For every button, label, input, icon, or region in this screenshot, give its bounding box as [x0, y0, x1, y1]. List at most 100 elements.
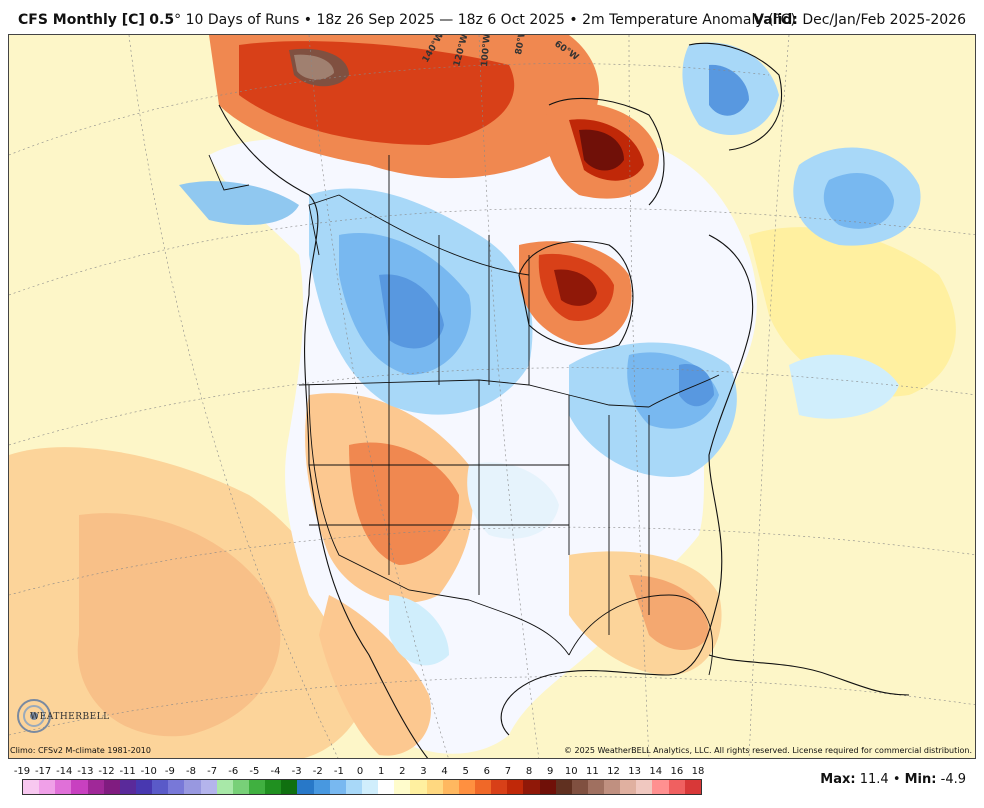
- legend-label: 14: [649, 766, 663, 777]
- legend-swatch: [119, 780, 136, 794]
- hudson-bay-extreme: [554, 269, 597, 306]
- legend-swatch: [281, 780, 298, 794]
- legend-swatch: [442, 780, 459, 794]
- legend-swatch: [103, 780, 120, 794]
- west-canada-strong-cold: [379, 274, 444, 349]
- legend-swatch: [71, 780, 88, 794]
- legend-swatch: [297, 780, 314, 794]
- resolution: 0.5: [149, 12, 175, 28]
- legend-swatch: [491, 780, 508, 794]
- alaska-southcoast-cold: [179, 181, 299, 225]
- min-value: -4.9: [940, 772, 966, 787]
- map-title: CFS Monthly [C] 0.5° 10 Days of Runs • 1…: [18, 12, 796, 28]
- minmax-separator: •: [892, 772, 901, 787]
- max-label: Max:: [820, 772, 856, 787]
- graticule: [9, 35, 975, 758]
- legend-label: 2: [399, 766, 406, 777]
- anomaly-map: 140°W 120°W 100°W 80°W 60°W: [8, 34, 976, 759]
- legend-swatch: [184, 780, 201, 794]
- legend-swatch: [55, 780, 72, 794]
- legend-swatch: [620, 780, 637, 794]
- legend-swatch: [668, 780, 685, 794]
- lon-label-100w: 100°W: [480, 35, 493, 67]
- legend-swatch: [539, 780, 556, 794]
- legend-swatch: [168, 780, 185, 794]
- valid-period: Valid: Dec/Jan/Feb 2025-2026: [753, 12, 966, 28]
- legend-label: -7: [207, 766, 218, 777]
- legend-swatch: [361, 780, 379, 794]
- legend-swatch: [232, 780, 249, 794]
- legend-swatch: [87, 780, 104, 794]
- min-max-readout: Max: 11.4 • Min: -4.9: [820, 772, 966, 787]
- boundaries: [208, 154, 720, 676]
- coastlines: [218, 42, 910, 758]
- legend-label: 6: [483, 766, 490, 777]
- legend-label: -1: [333, 766, 344, 777]
- legend-label: 1: [377, 766, 385, 777]
- valid-value: Dec/Jan/Feb 2025-2026: [802, 12, 966, 28]
- legend-label: 11: [586, 766, 599, 777]
- legend-swatch: [329, 780, 346, 794]
- run-description: 10 Days of Runs • 18z 26 Sep 2025 — 18z …: [185, 12, 796, 28]
- min-label: Min:: [904, 772, 937, 787]
- legend-label: -5: [249, 766, 260, 777]
- legend-label: -9: [164, 766, 175, 777]
- max-value: 11.4: [859, 772, 889, 787]
- legend-label: 7: [504, 766, 512, 777]
- legend-swatch: [394, 780, 411, 794]
- legend-label: 12: [607, 766, 620, 777]
- legend-label: 0: [356, 766, 364, 777]
- legend-swatch: [135, 780, 153, 794]
- mexico-warm: [319, 595, 431, 756]
- west-us-warm-core: [349, 442, 459, 565]
- legend-label: 9: [546, 766, 554, 777]
- legend-label: 3: [420, 766, 427, 777]
- logo-text: WEATHERBELL: [30, 712, 110, 722]
- weatherbell-logo: [17, 699, 51, 733]
- legend-swatch: [604, 780, 621, 794]
- legend-label: 4: [441, 766, 448, 777]
- copyright-note: © 2025 WeatherBELL Analytics, LLC. All r…: [564, 746, 972, 755]
- legend-swatch: [152, 780, 169, 794]
- legend-swatch: [200, 780, 217, 794]
- legend-label: 16: [670, 766, 684, 777]
- legend-label: -3: [291, 766, 302, 777]
- legend-label: 13: [628, 766, 641, 777]
- legend-swatch: [216, 780, 233, 794]
- legend-swatch: [587, 780, 605, 794]
- valid-label: Valid:: [753, 12, 798, 28]
- legend-label: -11: [119, 766, 136, 777]
- product-name: CFS Monthly [C]: [18, 12, 145, 28]
- legend-label: -19: [13, 766, 31, 777]
- legend-swatch: [523, 780, 540, 794]
- legend-swatch: [378, 780, 395, 794]
- baffin-extreme: [579, 129, 624, 171]
- legend-swatch: [571, 780, 588, 794]
- legend-label: -14: [56, 766, 73, 777]
- legend-swatch: [265, 780, 282, 794]
- legend-label: -12: [98, 766, 115, 777]
- legend-label: -17: [34, 766, 52, 777]
- legend-swatch: [458, 780, 475, 794]
- legend-swatch: [684, 780, 701, 794]
- legend-swatch: [426, 780, 443, 794]
- atlantic-cold-east: [789, 354, 899, 419]
- greenland-strong-cold: [709, 64, 749, 116]
- resolution-degree: °: [174, 12, 182, 28]
- legend-swatch: [507, 780, 524, 794]
- legend-label: -8: [186, 766, 196, 777]
- legend-swatch: [23, 780, 40, 794]
- legend-label: -10: [140, 766, 157, 777]
- legend-swatch: [39, 780, 56, 794]
- atlantic-weak-warm: [749, 227, 956, 397]
- alaska-peak: [294, 54, 334, 80]
- atlantic-cold-core: [823, 172, 894, 229]
- map-canvas: 140°W 120°W 100°W 80°W 60°W: [9, 35, 975, 758]
- plains-neutral: [467, 462, 559, 539]
- legend-swatch: [345, 780, 362, 794]
- legend-label: 5: [462, 766, 469, 777]
- legend-labels: -19 -17 -14 -13 -12 -11 -10 -9 -8 -7 -6 -5 -4 -3 -2 -1 0…: [14, 766, 710, 778]
- legend-swatch: [313, 780, 330, 794]
- pacific-warm-core: [77, 513, 281, 737]
- legend-swatch: [636, 780, 653, 794]
